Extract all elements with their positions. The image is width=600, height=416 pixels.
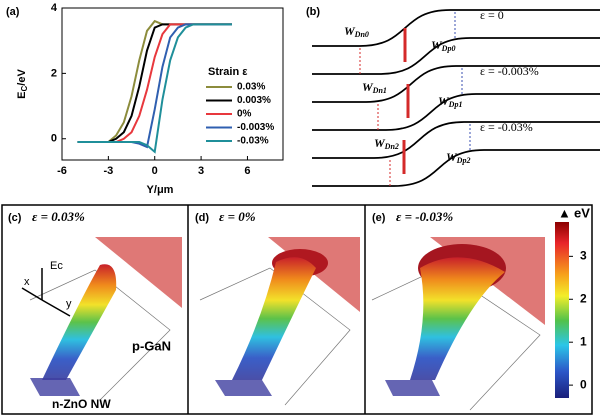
axis-up: Ec: [50, 260, 63, 272]
frame: [1, 204, 593, 415]
panel-label: (b): [306, 6, 320, 18]
legend-title: Strain ε: [208, 66, 248, 78]
outline: [371, 267, 541, 411]
x-tick-label: 0: [152, 165, 158, 177]
width-sub: Dp0: [441, 44, 456, 53]
y-axis-label: EC/eV: [16, 69, 29, 99]
width-main: W: [431, 38, 443, 52]
width-label: WDn1: [362, 80, 387, 95]
x-tick-label: 6: [244, 165, 250, 177]
plot-frame: [61, 7, 284, 161]
series-line: [77, 23, 232, 144]
legend-label: 0%: [237, 109, 252, 120]
width-main: W: [362, 80, 374, 94]
axis-left: x: [24, 276, 30, 288]
series-line: [77, 19, 232, 144]
width-label: WDp0: [431, 38, 455, 53]
colorbar-tick-label: 2: [580, 291, 587, 305]
width-sub: Dp1: [448, 100, 463, 109]
axes-icon: [21, 268, 71, 317]
panel-label: (e): [372, 212, 386, 224]
x-tick-label: 3: [198, 165, 204, 177]
width-sub: Dn0: [354, 30, 369, 39]
width-main: W: [344, 24, 356, 38]
outline: [199, 267, 351, 406]
band-top: [312, 65, 600, 103]
width-main: W: [446, 150, 458, 164]
series-line: [77, 23, 232, 154]
axis-right: y: [66, 298, 72, 310]
y-tick-label: 2: [51, 67, 57, 79]
zno-base: [215, 380, 272, 396]
band-bottom: [312, 149, 600, 187]
width-label: WDp2: [446, 150, 470, 165]
material-top: p-GaN: [132, 338, 171, 353]
gan-plane: [95, 237, 182, 308]
strain-label: ε = 0: [480, 8, 504, 22]
strain-label: ε = -0.03%: [396, 209, 453, 224]
colorbar: [555, 222, 569, 398]
nanowire: [42, 264, 117, 380]
y-tick-label: 4: [51, 2, 58, 14]
colorbar-tick-label: 1: [580, 334, 587, 348]
material-bottom: n-ZnO NW: [52, 397, 111, 411]
y-label-main: E: [16, 91, 28, 98]
panel-label: (c): [8, 212, 22, 224]
width-label: WDn0: [344, 24, 369, 39]
x-tick-label: -3: [103, 165, 113, 177]
colorbar-tick-label: 0: [580, 377, 587, 391]
colorbar-tick-label: 3: [580, 249, 587, 263]
width-sub: Dn1: [372, 86, 387, 95]
strain-label: ε = 0.03%: [32, 209, 85, 224]
band-bottom: [312, 93, 600, 131]
zno-base: [385, 380, 440, 396]
band-bottom: [312, 37, 600, 75]
strain-label: ε = -0.03%: [480, 120, 533, 134]
legend-label: -0.003%: [237, 122, 274, 133]
y-label-rest: /eV: [16, 69, 28, 86]
y-label-sub: C: [20, 85, 29, 91]
colorbar-arrow: ▲: [558, 205, 571, 220]
legend-label: -0.03%: [237, 136, 269, 147]
x-tick-label: -6: [57, 165, 67, 177]
series-line: [77, 23, 232, 144]
panel-a: (a) Y/μm EC/eV Strain ε -6 -3 0 3 6 0 2 4 0.03% 0…: [6, 2, 284, 196]
nanowire: [232, 257, 316, 380]
outline: [29, 269, 171, 401]
panel-label: (a): [6, 6, 20, 18]
legend-label: 0.03%: [237, 82, 265, 93]
zno-base: [30, 378, 80, 396]
width-label: WDn2: [374, 136, 399, 151]
width-main: W: [374, 136, 386, 150]
width-label: WDp1: [438, 94, 462, 109]
width-sub: Dp2: [456, 156, 471, 165]
width-sub: Dn2: [384, 142, 399, 151]
width-main: W: [438, 94, 450, 108]
panels-3d: Ec x y p-GaN n-ZnO NW ▲ eV (c) ε = 0.03% (…: [1, 204, 593, 415]
band-top: [312, 121, 600, 159]
legend-label: 0.003%: [237, 95, 271, 106]
strain-label: ε = -0.003%: [480, 64, 539, 78]
band-top: [312, 9, 600, 47]
nanowire: [410, 257, 505, 380]
x-axis-label: Y/μm: [147, 184, 174, 196]
strain-label: ε = 0%: [219, 209, 256, 224]
y-tick-label: 0: [51, 133, 57, 145]
panel-label: (d): [195, 212, 209, 224]
colorbar-title: eV: [574, 205, 590, 220]
series-line: [77, 23, 232, 149]
